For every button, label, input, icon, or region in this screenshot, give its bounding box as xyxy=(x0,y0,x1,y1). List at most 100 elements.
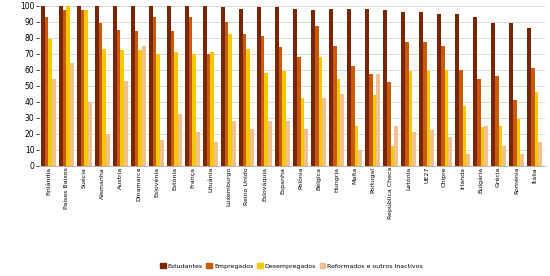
Bar xyxy=(88,102,92,166)
Bar xyxy=(481,127,484,166)
Bar xyxy=(513,100,516,166)
Bar xyxy=(448,137,452,166)
Bar xyxy=(192,54,196,166)
Bar xyxy=(149,6,153,166)
Bar xyxy=(402,12,405,166)
Bar xyxy=(520,154,524,166)
Bar xyxy=(239,9,243,166)
Bar xyxy=(387,82,390,166)
Bar xyxy=(495,76,499,166)
Bar xyxy=(437,14,441,166)
Bar xyxy=(142,46,146,166)
Bar xyxy=(304,129,307,166)
Bar xyxy=(383,10,387,166)
Bar xyxy=(171,31,174,166)
Bar xyxy=(243,34,246,166)
Bar xyxy=(279,47,283,166)
Bar xyxy=(106,134,109,166)
Bar xyxy=(444,70,448,166)
Bar xyxy=(70,63,74,166)
Bar xyxy=(340,94,344,166)
Bar xyxy=(268,121,272,166)
Bar xyxy=(225,22,228,166)
Bar xyxy=(466,154,470,166)
Bar xyxy=(405,42,409,166)
Bar xyxy=(516,119,520,166)
Bar xyxy=(250,129,254,166)
Bar xyxy=(286,121,290,166)
Bar xyxy=(351,66,355,166)
Bar xyxy=(430,130,434,166)
Bar xyxy=(355,126,358,166)
Bar xyxy=(390,146,394,166)
Bar xyxy=(297,57,300,166)
Bar xyxy=(441,46,444,166)
Bar xyxy=(204,6,207,166)
Bar xyxy=(77,6,81,166)
Bar xyxy=(419,12,423,166)
Bar xyxy=(300,98,304,166)
Bar xyxy=(84,10,88,166)
Bar xyxy=(41,6,45,166)
Legend: Estudantes, Empregados, Desempregados, Reformados e outros Inactivos: Estudantes, Empregados, Desempregados, R… xyxy=(157,261,426,271)
Bar xyxy=(347,9,351,166)
Bar xyxy=(153,17,156,166)
Bar xyxy=(257,7,261,166)
Bar xyxy=(276,7,279,166)
Bar xyxy=(459,70,463,166)
Bar xyxy=(221,7,225,166)
Bar xyxy=(59,6,63,166)
Bar xyxy=(463,106,466,166)
Bar xyxy=(63,10,67,166)
Bar xyxy=(423,42,427,166)
Bar xyxy=(427,71,430,166)
Bar xyxy=(484,126,488,166)
Bar xyxy=(477,79,481,166)
Bar xyxy=(95,6,99,166)
Bar xyxy=(102,49,106,166)
Bar xyxy=(189,17,192,166)
Bar xyxy=(261,36,265,166)
Bar xyxy=(491,23,495,166)
Bar xyxy=(358,150,362,166)
Bar xyxy=(174,52,178,166)
Bar xyxy=(474,17,477,166)
Bar xyxy=(412,132,416,166)
Bar xyxy=(376,74,380,166)
Bar xyxy=(139,50,142,166)
Bar xyxy=(502,146,506,166)
Bar xyxy=(246,49,250,166)
Bar xyxy=(369,74,372,166)
Bar xyxy=(322,98,326,166)
Bar xyxy=(156,54,160,166)
Bar xyxy=(45,17,48,166)
Bar xyxy=(394,126,398,166)
Bar xyxy=(315,26,318,166)
Bar xyxy=(207,54,211,166)
Bar xyxy=(527,28,531,166)
Bar xyxy=(99,23,102,166)
Bar xyxy=(113,6,117,166)
Bar xyxy=(120,50,124,166)
Bar xyxy=(337,79,340,166)
Bar xyxy=(67,6,70,166)
Bar xyxy=(214,142,218,166)
Bar xyxy=(372,95,376,166)
Bar xyxy=(329,9,333,166)
Bar xyxy=(455,14,459,166)
Bar xyxy=(535,92,538,166)
Bar xyxy=(228,34,232,166)
Bar xyxy=(52,79,56,166)
Bar xyxy=(531,68,535,166)
Bar xyxy=(117,30,120,166)
Bar xyxy=(48,39,52,166)
Bar xyxy=(265,73,268,166)
Bar xyxy=(185,6,189,166)
Bar xyxy=(211,52,214,166)
Bar xyxy=(160,140,164,166)
Bar xyxy=(124,81,128,166)
Bar xyxy=(499,126,502,166)
Bar xyxy=(81,10,84,166)
Bar xyxy=(333,46,337,166)
Bar xyxy=(509,23,513,166)
